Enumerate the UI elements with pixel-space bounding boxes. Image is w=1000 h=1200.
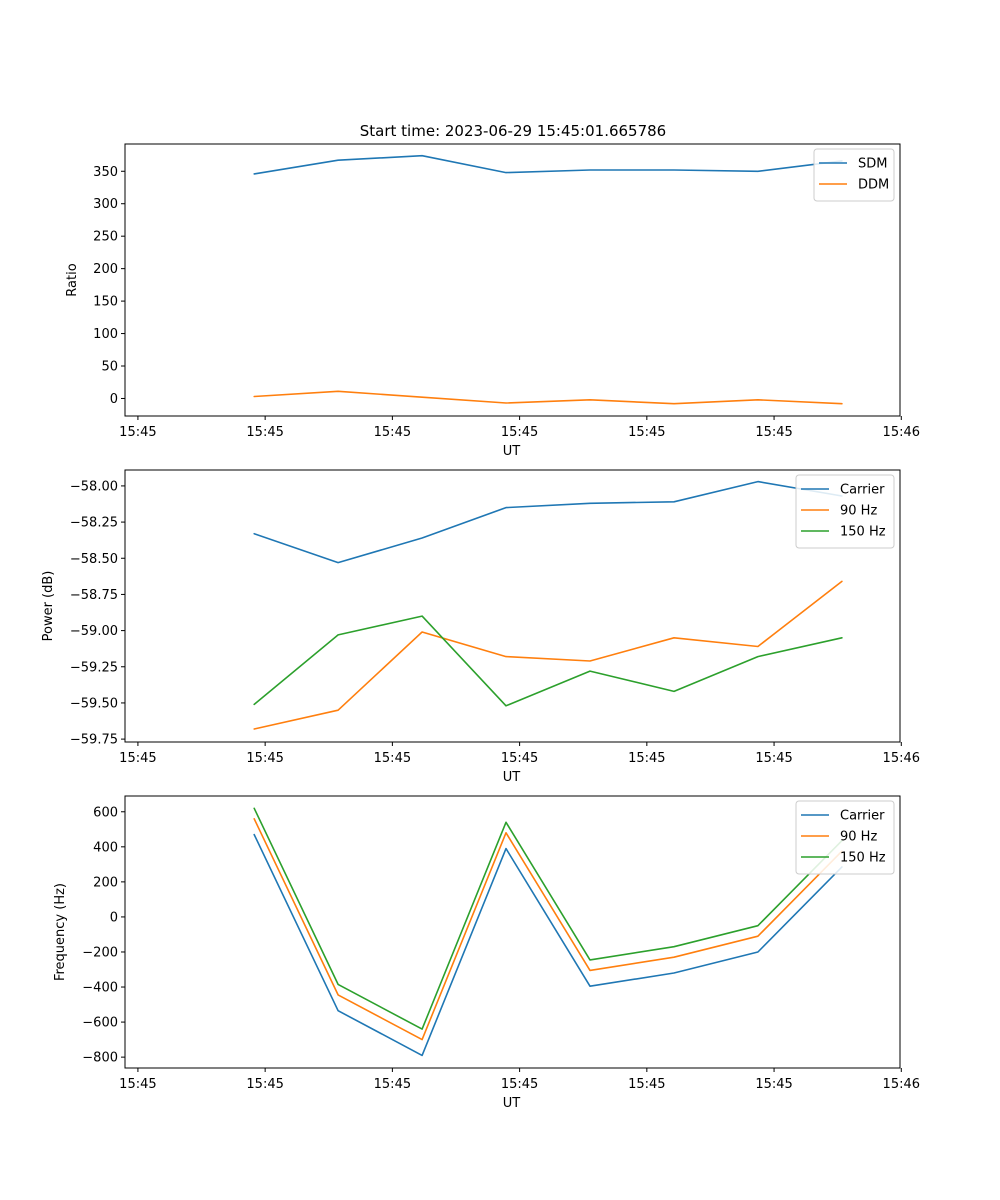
y-tick-label: −58.75 [70, 588, 118, 603]
ratio-panel: 0 50 100 150 200 250 300 350 15:45 15:45 15:45 15:4… [65, 143, 920, 459]
x-tick-label: 15:45 [246, 425, 283, 440]
x-tick-label: 15:45 [374, 425, 411, 440]
y-tick-label: −58.25 [70, 516, 118, 531]
axes-frame [124, 469, 901, 743]
x-tick-label: 15:45 [374, 751, 411, 766]
y-tick-label: −59.00 [70, 624, 118, 639]
y-axis-label: Ratio [65, 263, 80, 296]
x-tick-label: 15:45 [119, 1077, 156, 1092]
x-tick-label: 15:45 [246, 751, 283, 766]
y-tick-label: −59.25 [70, 660, 118, 675]
series-line-carrier [253, 833, 843, 1057]
series-line-90-hz [253, 580, 843, 730]
x-tick-label: 15:45 [119, 425, 156, 440]
x-axis-label: UT [503, 1096, 521, 1111]
series-line-150-hz [253, 807, 843, 1030]
axes-frame [124, 795, 901, 1069]
series-line-carrier [253, 480, 843, 564]
legend-label: 150 Hz [840, 851, 886, 866]
legend: SDM DDM [813, 148, 895, 202]
x-tick-label: 15:46 [883, 425, 920, 440]
y-tick-label: −600 [82, 1016, 118, 1031]
x-axis-label: UT [503, 770, 521, 785]
y-tick-label: 200 [93, 875, 118, 890]
x-tick-label: 15:45 [119, 751, 156, 766]
y-tick-label: 100 [93, 327, 118, 342]
legend-label: Carrier [840, 483, 885, 498]
y-tick-label: −58.50 [70, 552, 118, 567]
y-tick-label: −200 [82, 945, 118, 960]
x-tick-label: 15:45 [755, 1077, 792, 1092]
y-tick-label: 400 [93, 840, 118, 855]
y-axis-label: Power (dB) [41, 571, 56, 642]
legend-label: 90 Hz [840, 830, 877, 845]
legend-label: DDM [858, 178, 889, 193]
x-tick-label: 15:46 [883, 751, 920, 766]
legend-box [813, 148, 895, 202]
power-panel: −59.75 −59.50 −59.25 −59.00 −58.75 −58.50 −58.… [41, 469, 920, 785]
y-tick-label: −59.75 [70, 733, 118, 748]
legend: Carrier 90 Hz 150 Hz [795, 800, 895, 875]
frequency-panel: −800 −600 −400 −200 0 200 400 600 15:45 15:45 15:4… [53, 795, 920, 1111]
y-tick-label: 50 [101, 360, 118, 375]
x-tick-label: 15:45 [628, 751, 665, 766]
legend-label: 150 Hz [840, 525, 886, 540]
y-tick-label: −59.50 [70, 696, 118, 711]
legend-box [795, 474, 895, 549]
legend-label: SDM [858, 157, 887, 172]
series-line-90-hz [253, 817, 843, 1041]
x-tick-label: 15:45 [755, 425, 792, 440]
y-tick-label: 0 [110, 392, 118, 407]
x-tick-label: 15:45 [628, 425, 665, 440]
y-tick-label: 250 [93, 230, 118, 245]
y-tick-label: 600 [93, 805, 118, 820]
y-tick-label: 300 [93, 197, 118, 212]
figure-title: Start time: 2023-06-29 15:45:01.665786 [360, 122, 666, 140]
series-line-150-hz [253, 615, 843, 707]
x-tick-label: 15:45 [501, 1077, 538, 1092]
y-tick-label: −400 [82, 981, 118, 996]
legend-box [795, 800, 895, 875]
series-line-sdm [253, 154, 843, 175]
x-tick-label: 15:45 [374, 1077, 411, 1092]
axes-frame [124, 143, 901, 417]
y-tick-label: 200 [93, 262, 118, 277]
legend-label: 90 Hz [840, 504, 877, 519]
x-tick-label: 15:45 [628, 1077, 665, 1092]
y-tick-label: −800 [82, 1051, 118, 1066]
x-tick-label: 15:45 [246, 1077, 283, 1092]
x-tick-label: 15:45 [755, 751, 792, 766]
legend: Carrier 90 Hz 150 Hz [795, 474, 895, 549]
x-tick-label: 15:45 [501, 425, 538, 440]
x-axis-label: UT [503, 444, 521, 459]
series-line-ddm [253, 390, 843, 405]
y-tick-label: 150 [93, 295, 118, 310]
x-tick-label: 15:46 [883, 1077, 920, 1092]
x-tick-label: 15:45 [501, 751, 538, 766]
y-tick-label: 350 [93, 165, 118, 180]
y-tick-label: 0 [110, 910, 118, 925]
y-tick-label: −58.00 [70, 479, 118, 494]
y-axis-label: Frequency (Hz) [53, 883, 68, 981]
legend-label: Carrier [840, 809, 885, 824]
